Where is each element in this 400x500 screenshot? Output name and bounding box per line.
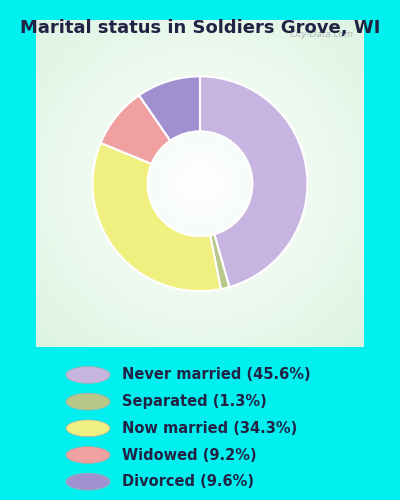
Wedge shape: [92, 143, 221, 291]
Text: Marital status in Soldiers Grove, WI: Marital status in Soldiers Grove, WI: [20, 19, 380, 37]
Wedge shape: [101, 96, 170, 164]
Circle shape: [66, 366, 110, 384]
Text: City-Data.com: City-Data.com: [290, 30, 354, 39]
Circle shape: [66, 393, 110, 410]
Circle shape: [66, 474, 110, 490]
Circle shape: [66, 420, 110, 436]
Wedge shape: [139, 76, 200, 140]
Text: Separated (1.3%): Separated (1.3%): [122, 394, 267, 409]
Wedge shape: [200, 76, 308, 287]
Wedge shape: [210, 234, 229, 289]
Text: Divorced (9.6%): Divorced (9.6%): [122, 474, 254, 489]
Text: Now married (34.3%): Now married (34.3%): [122, 421, 297, 436]
Circle shape: [66, 446, 110, 464]
Text: Widowed (9.2%): Widowed (9.2%): [122, 448, 257, 462]
Text: Never married (45.6%): Never married (45.6%): [122, 368, 311, 382]
